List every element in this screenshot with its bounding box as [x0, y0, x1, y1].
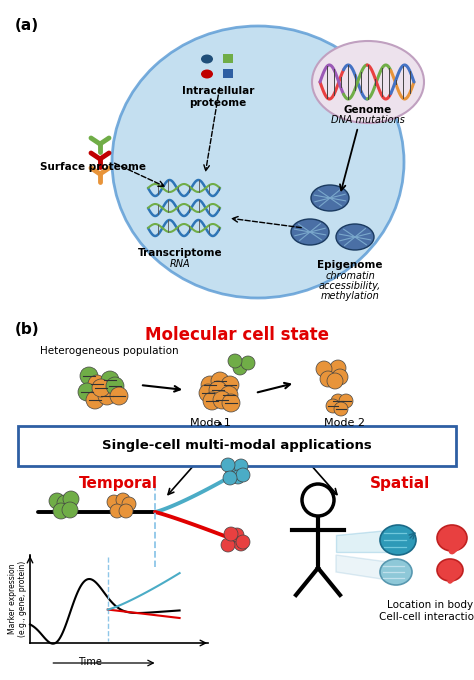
FancyBboxPatch shape	[18, 426, 456, 466]
Circle shape	[53, 503, 69, 519]
Text: Marker expression
(e.g., gene, protein): Marker expression (e.g., gene, protein)	[8, 561, 27, 637]
Circle shape	[92, 379, 110, 397]
Text: Intracellular
proteome: Intracellular proteome	[182, 86, 254, 107]
Circle shape	[233, 361, 247, 375]
Ellipse shape	[437, 559, 463, 581]
Circle shape	[241, 356, 255, 370]
Circle shape	[88, 375, 106, 393]
Circle shape	[224, 527, 238, 541]
Circle shape	[223, 471, 237, 485]
Circle shape	[213, 391, 231, 409]
Ellipse shape	[336, 224, 374, 250]
Circle shape	[101, 371, 119, 389]
Circle shape	[110, 387, 128, 405]
Circle shape	[339, 394, 353, 408]
Circle shape	[330, 360, 346, 376]
Polygon shape	[336, 555, 388, 580]
Text: Temporal: Temporal	[79, 476, 157, 491]
Ellipse shape	[312, 41, 424, 123]
Circle shape	[201, 376, 219, 394]
Circle shape	[326, 399, 340, 413]
Circle shape	[234, 459, 248, 473]
Circle shape	[231, 470, 245, 484]
Circle shape	[222, 394, 240, 412]
Circle shape	[234, 537, 248, 551]
Circle shape	[226, 533, 240, 547]
Circle shape	[86, 391, 104, 409]
Ellipse shape	[201, 54, 213, 63]
Ellipse shape	[201, 69, 213, 78]
Ellipse shape	[380, 525, 416, 555]
Text: chromatin: chromatin	[325, 271, 375, 281]
Circle shape	[228, 354, 242, 368]
Text: methylation: methylation	[320, 291, 379, 301]
Text: Genome: Genome	[344, 105, 392, 115]
Circle shape	[221, 538, 235, 552]
Circle shape	[199, 384, 217, 402]
Text: DNA mutations: DNA mutations	[331, 115, 405, 125]
Circle shape	[63, 491, 79, 507]
Circle shape	[78, 383, 96, 401]
Circle shape	[221, 458, 235, 472]
Ellipse shape	[291, 219, 329, 245]
Circle shape	[62, 502, 78, 518]
Ellipse shape	[112, 26, 404, 298]
Circle shape	[221, 376, 239, 394]
Circle shape	[220, 386, 238, 404]
Ellipse shape	[437, 525, 467, 551]
Circle shape	[110, 504, 124, 518]
Circle shape	[107, 495, 121, 509]
Circle shape	[331, 394, 345, 408]
Polygon shape	[336, 530, 388, 552]
Text: Molecular cell state: Molecular cell state	[145, 326, 329, 344]
Text: Location in body
Cell-cell interaction: Location in body Cell-cell interaction	[379, 600, 474, 622]
FancyBboxPatch shape	[223, 54, 233, 63]
Text: RNA: RNA	[170, 259, 191, 269]
Ellipse shape	[311, 185, 349, 211]
Text: accessibility,: accessibility,	[319, 281, 381, 291]
Circle shape	[49, 493, 65, 509]
Circle shape	[226, 465, 240, 479]
Text: Time: Time	[78, 657, 101, 667]
Ellipse shape	[380, 559, 412, 585]
Circle shape	[320, 371, 336, 387]
Circle shape	[98, 387, 116, 405]
FancyBboxPatch shape	[223, 69, 233, 78]
Circle shape	[116, 493, 130, 507]
Circle shape	[122, 497, 136, 511]
Circle shape	[119, 504, 133, 518]
Circle shape	[209, 381, 227, 399]
Circle shape	[106, 377, 124, 395]
Circle shape	[327, 373, 343, 389]
Circle shape	[203, 392, 221, 410]
Circle shape	[322, 365, 338, 381]
Text: Epigenome: Epigenome	[317, 260, 383, 270]
Text: (a): (a)	[15, 18, 39, 33]
Text: Mode 1: Mode 1	[190, 418, 230, 428]
Text: Single-cell multi-modal applications: Single-cell multi-modal applications	[102, 439, 372, 452]
Text: Mode 2: Mode 2	[325, 418, 365, 428]
Text: Spatial: Spatial	[370, 476, 430, 491]
Text: (b): (b)	[15, 322, 40, 337]
Circle shape	[236, 468, 250, 482]
Circle shape	[230, 528, 244, 542]
Circle shape	[316, 361, 332, 377]
Circle shape	[80, 367, 98, 385]
Circle shape	[57, 495, 73, 511]
Circle shape	[236, 535, 250, 549]
Text: Surface proteome: Surface proteome	[40, 162, 146, 172]
Circle shape	[332, 369, 348, 385]
Text: Transcriptome: Transcriptome	[137, 248, 222, 258]
Circle shape	[211, 372, 229, 390]
Text: Heterogeneous population: Heterogeneous population	[40, 346, 179, 356]
Circle shape	[334, 402, 348, 416]
